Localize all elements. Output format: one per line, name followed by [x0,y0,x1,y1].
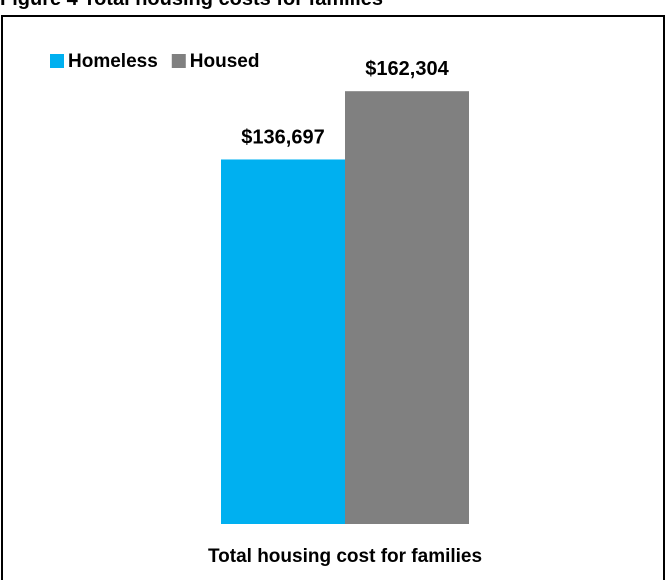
x-axis-label: Total housing cost for families [208,546,482,567]
bars [221,91,469,524]
data-labels: $136,697 $162,304 [241,58,449,148]
legend-label-homeless: Homeless [68,51,158,72]
data-label-housed: $162,304 [365,58,449,80]
figure-title: Figure 4 Total housing costs for familie… [0,0,383,11]
legend-swatch-housed [171,54,186,68]
legend-label-housed: Housed [190,51,260,72]
legend: Homeless Housed [50,51,259,72]
bar-homeless [221,159,345,524]
bar-housed [345,91,469,524]
legend-swatch-homeless [50,54,64,68]
data-label-homeless: $136,697 [241,126,324,148]
